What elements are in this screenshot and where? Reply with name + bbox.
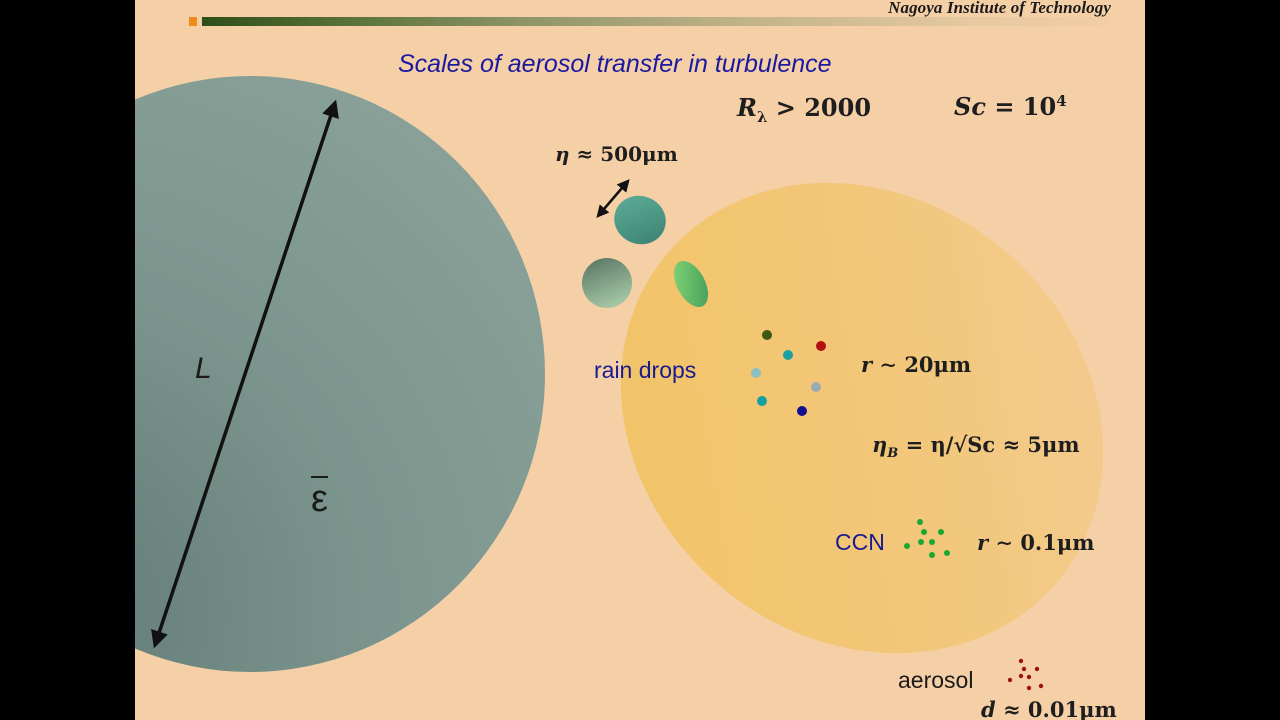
cloud-droplets [751,330,826,416]
ccn-label: CCN [835,529,885,555]
header-accent-marker [189,17,197,26]
ccn-radius: r ∼ 0.1μm [977,530,1095,555]
kolmogorov-arrow [596,179,630,218]
rain-drop-flattened [673,260,709,308]
slide: Nagoya Institute of Technology [135,0,1145,720]
batchelor-scale: ηB = η/√Sc ≈ 5μm [872,432,1080,462]
institution-name: Nagoya Institute of Technology [888,0,1111,17]
inertial-region [620,182,1104,654]
ccn-dots [904,519,950,558]
length-scale-arrow [151,99,339,649]
rain-drop-round [582,258,632,308]
length-scale-label: L [195,352,212,385]
aerosol-diameter: d ≈ 0.01μm [981,697,1117,720]
aerosol-label: aerosol [898,667,974,693]
diagram-shapes [135,76,1104,691]
header-gradient-bar [202,17,1110,26]
droplet-radius: r ∼ 20μm [861,352,972,377]
slide-title: Scales of aerosol transfer in turbulence [398,50,832,78]
rain-drop-large [614,195,666,245]
rain-drops-label: rain drops [594,357,697,383]
dissipation-label: ε [311,478,328,520]
schmidt-number: Sc = 104 [954,92,1067,121]
reynolds-number: Rλ > 2000 [737,93,872,126]
aerosol-dots [1007,658,1044,691]
kolmogorov-scale: η ≈ 500μm [555,142,678,166]
